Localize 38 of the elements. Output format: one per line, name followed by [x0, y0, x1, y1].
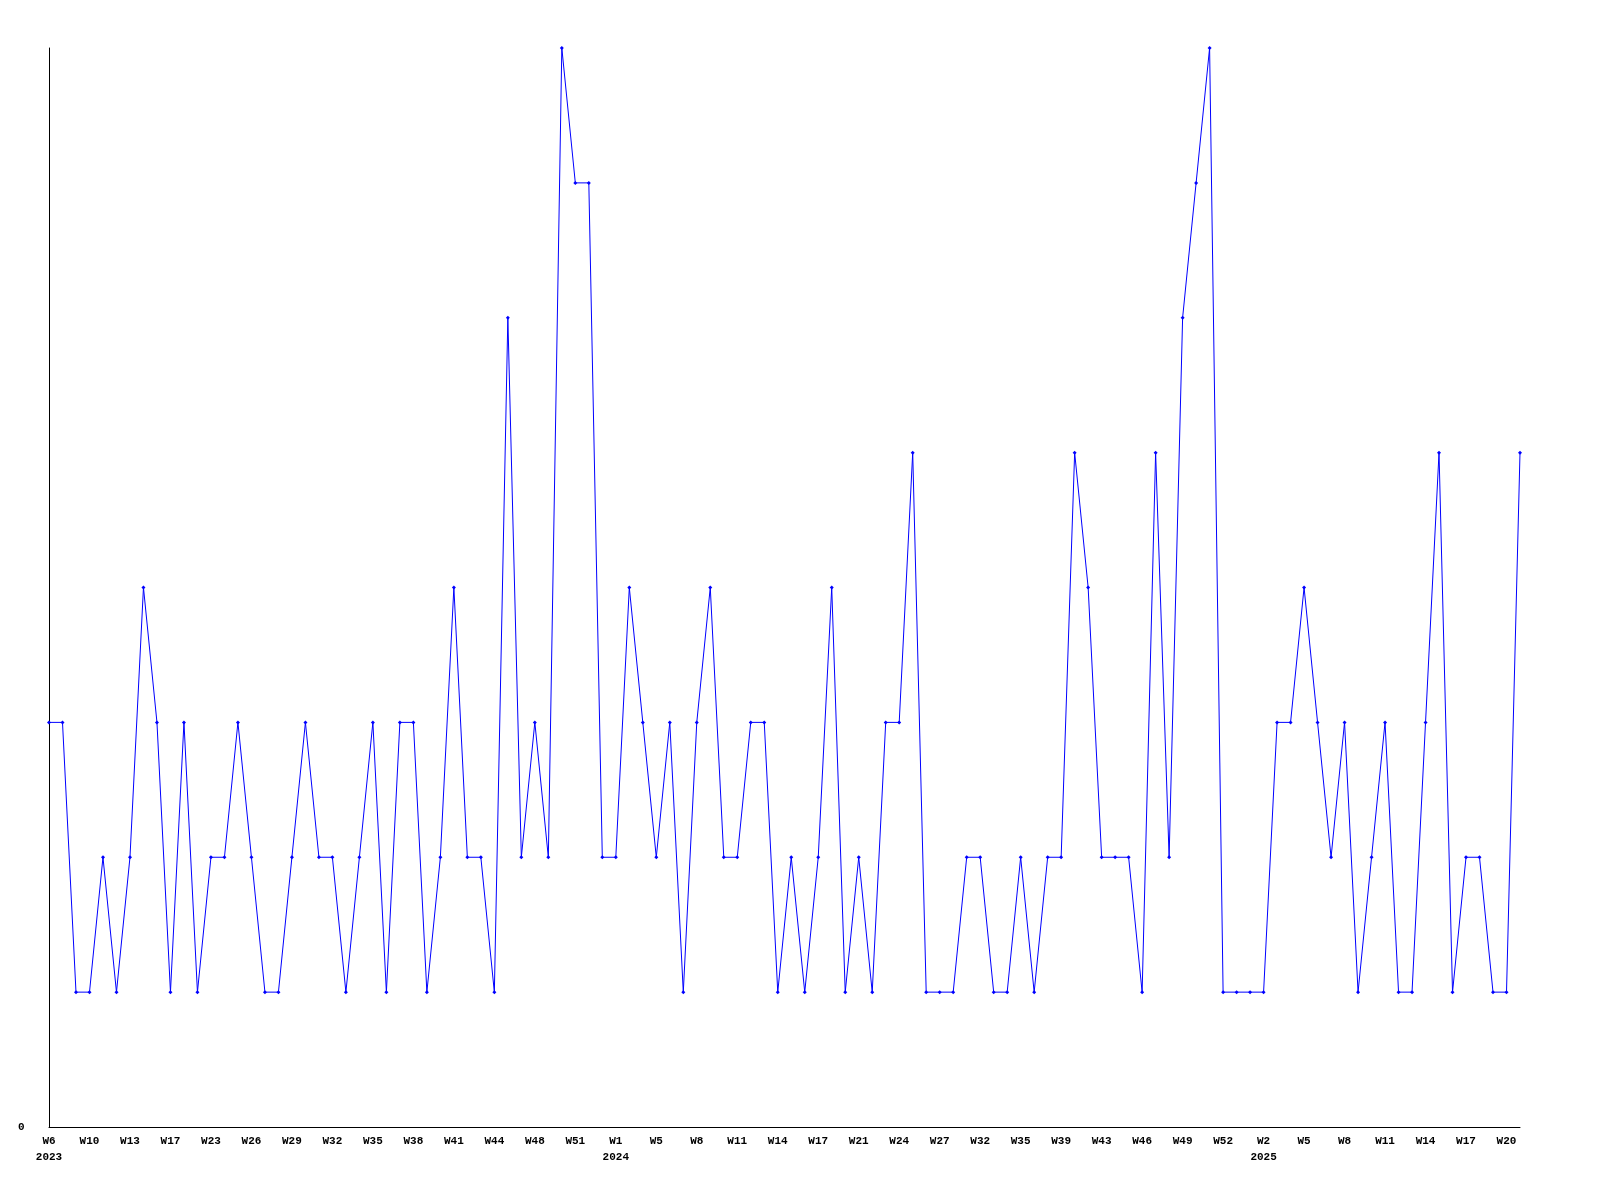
x-tick-label: W17 [1456, 1135, 1476, 1147]
x-tick-label: W51 [565, 1135, 586, 1147]
x-tick-label: W43 [1091, 1135, 1112, 1147]
x-tick-label: W52 [1213, 1135, 1234, 1147]
x-tick-label: W14 [767, 1135, 789, 1147]
text: 0 [18, 1120, 25, 1133]
x-tick-label: W14 [1415, 1135, 1436, 1147]
x-tick-label: W5 [649, 1135, 664, 1147]
x-tick-label: W6 2023 [35, 1135, 63, 1163]
x-tick-label: W35 [362, 1135, 384, 1147]
x-tick-label: W38 [403, 1135, 424, 1147]
x-tick-label: W29 [282, 1135, 302, 1147]
x-tick-label: W48 [524, 1135, 546, 1147]
x-tick-label: W10 [79, 1135, 100, 1147]
x-tick-label: W41 [443, 1135, 465, 1147]
x-tick-label: W8 [690, 1135, 704, 1147]
x-tick-label: W49 [1172, 1135, 1193, 1147]
x-tick-label: W27 [929, 1135, 950, 1147]
x-tick-label: W35 [1010, 1135, 1031, 1147]
x-tick-label: W5 [1297, 1135, 1312, 1147]
x-tick-label: W46 [1132, 1135, 1153, 1147]
x-tick-label: W17 [160, 1135, 181, 1147]
x-tick-label: W24 [889, 1135, 910, 1147]
x-tick-label: W13 [120, 1135, 141, 1147]
x-tick-label: W2 2025 [1250, 1135, 1278, 1163]
x-tick-label: W32 [970, 1135, 991, 1147]
x-tick-label: W17 [808, 1135, 829, 1147]
x-tick-label: W44 [484, 1135, 505, 1147]
x-tick-label: W11 [1375, 1135, 1396, 1147]
x-tick-label: W20 [1496, 1135, 1517, 1147]
x-tick-label: W1 2024 [602, 1135, 630, 1163]
x-tick-label: W39 [1051, 1135, 1072, 1147]
x-tick-label: W11 [727, 1135, 748, 1147]
x-tick-label: W8 [1337, 1135, 1352, 1147]
x-tick-label: W21 [848, 1135, 870, 1147]
x-tick-label: W32 [322, 1135, 343, 1147]
x-tick-label: W23 [201, 1135, 222, 1147]
x-tick-label: W26 [241, 1135, 262, 1147]
